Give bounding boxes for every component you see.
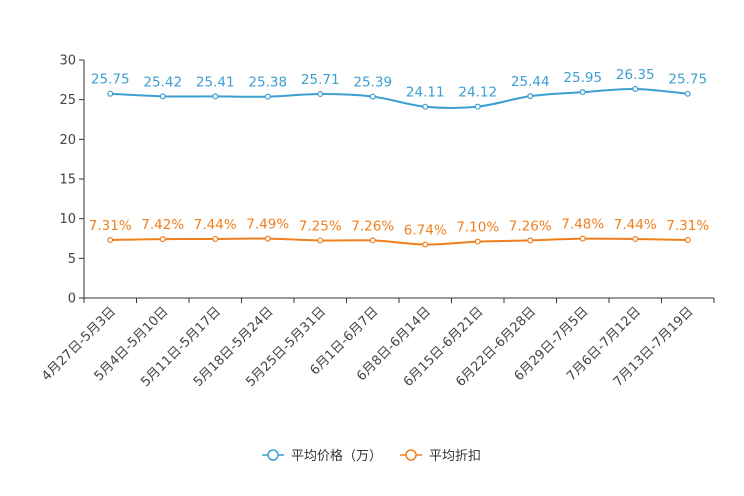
data-label: 25.39 <box>353 75 392 91</box>
data-label: 6.74% <box>404 223 447 239</box>
data-point[interactable] <box>632 235 639 242</box>
legend[interactable]: 平均价格（万） 平均折扣 <box>262 448 481 464</box>
data-label: 25.75 <box>668 72 707 88</box>
data-label: 25.95 <box>563 70 602 86</box>
y-tick-label: 0 <box>68 292 76 307</box>
data-label: 7.31% <box>89 218 132 234</box>
data-point[interactable] <box>632 85 639 92</box>
data-label: 24.12 <box>458 85 497 101</box>
data-label: 7.26% <box>509 218 552 234</box>
data-label: 7.49% <box>246 217 289 233</box>
data-point[interactable] <box>684 90 691 97</box>
data-point[interactable] <box>579 89 586 96</box>
legend-item-1[interactable]: 平均折扣 <box>400 449 481 464</box>
data-label: 25.41 <box>196 74 235 90</box>
data-label: 25.75 <box>91 72 130 88</box>
data-point[interactable] <box>369 93 376 100</box>
data-point[interactable] <box>422 103 429 110</box>
data-label: 7.31% <box>666 218 709 234</box>
series-line-1 <box>110 237 688 246</box>
data-label: 7.42% <box>141 217 184 233</box>
y-tick-label: 30 <box>59 54 76 69</box>
legend-marker-icon <box>405 449 417 461</box>
data-point[interactable] <box>579 235 586 242</box>
data-point[interactable] <box>474 103 481 110</box>
legend-label: 平均价格（万） <box>291 448 382 464</box>
data-label: 25.44 <box>511 74 550 90</box>
data-label: 7.44% <box>614 217 657 233</box>
data-label: 7.26% <box>351 218 394 234</box>
data-label: 24.11 <box>406 85 445 101</box>
data-label: 7.48% <box>561 217 604 233</box>
data-point[interactable] <box>527 93 534 100</box>
y-tick-label: 15 <box>59 173 76 188</box>
data-label: 7.44% <box>194 217 237 233</box>
data-point[interactable] <box>369 237 376 244</box>
data-point[interactable] <box>474 238 481 245</box>
data-point[interactable] <box>107 237 114 244</box>
data-point[interactable] <box>264 235 271 242</box>
series-layer <box>107 85 691 248</box>
legend-label: 平均折扣 <box>429 449 481 464</box>
data-label: 7.25% <box>299 218 342 234</box>
data-point[interactable] <box>159 93 166 100</box>
data-label: 7.10% <box>456 220 499 236</box>
series-line-0 <box>110 87 688 109</box>
legend-marker-icon <box>267 449 279 461</box>
data-point[interactable] <box>317 91 324 98</box>
data-point[interactable] <box>422 241 429 248</box>
data-point[interactable] <box>159 236 166 243</box>
data-point[interactable] <box>212 235 219 242</box>
y-tick-label: 20 <box>59 133 76 148</box>
data-label: 25.42 <box>143 74 182 90</box>
data-labels: 25.75 25.42 25.41 25.38 25.71 25.39 24.11 24.12… <box>89 67 710 239</box>
y-tick-label: 10 <box>59 212 76 227</box>
data-point[interactable] <box>107 90 114 97</box>
y-tick-label: 5 <box>68 252 76 267</box>
data-point[interactable] <box>212 93 219 100</box>
data-point[interactable] <box>317 237 324 244</box>
data-label: 26.35 <box>616 67 655 83</box>
data-point[interactable] <box>264 93 271 100</box>
y-tick-label: 25 <box>59 93 76 108</box>
data-point[interactable] <box>527 237 534 244</box>
data-point[interactable] <box>684 237 691 244</box>
legend-item-0[interactable]: 平均价格（万） <box>262 448 382 464</box>
data-label: 25.71 <box>301 72 340 88</box>
data-label: 25.38 <box>248 75 287 91</box>
